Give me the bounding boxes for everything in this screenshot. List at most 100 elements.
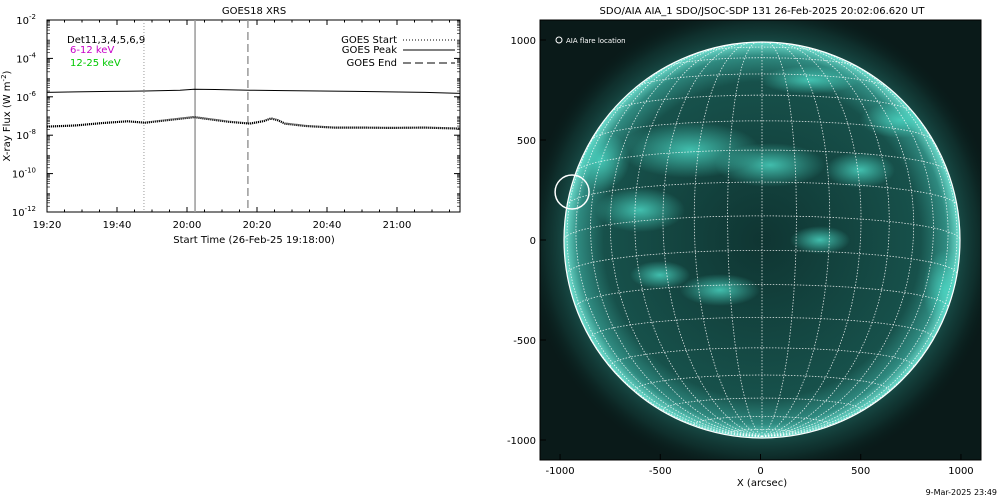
aia-x-axis-label: X (arcsec) — [737, 478, 787, 489]
aia-y-tick-label: -1000 — [507, 436, 536, 447]
x-tick-label: 19:20 — [33, 220, 62, 231]
goes-channel-6-12-label: 6-12 keV — [70, 45, 114, 56]
longitude-line — [761, 43, 890, 437]
goes-y-axis-label-text: X-ray Flux (W m — [2, 81, 13, 161]
longitude-line — [761, 51, 949, 437]
aia-x-tick-label: -500 — [649, 466, 672, 477]
x-tick-label: 20:00 — [173, 220, 202, 231]
goes-long-channel-line — [47, 88, 460, 94]
x-tick-label: 20:40 — [313, 220, 342, 231]
legend-goes-peak-label: GOES Peak — [342, 45, 397, 56]
longitude-line — [761, 42, 797, 437]
y-tick-base: 10 — [16, 16, 29, 27]
active-region — [715, 143, 825, 187]
y-tick-exp: -4 — [29, 51, 37, 59]
longitude-line — [761, 44, 915, 437]
longitude-line — [693, 42, 763, 437]
longitude-line — [662, 42, 763, 437]
goes-x-axis-label: Start Time (26-Feb-25 19:18:00) — [173, 235, 335, 246]
y-tick-base: 10 — [16, 131, 29, 142]
aia-x-ticks: -1000 -500 0 500 1000 — [546, 454, 974, 477]
x-tick-label: 19:40 — [103, 220, 132, 231]
longitude-line — [761, 42, 862, 437]
longitude-line — [566, 78, 763, 437]
y-tick-label: 10-6 — [16, 90, 36, 104]
active-region — [595, 188, 685, 232]
goes-xrs-panel: GOES18 XRS 19:20 19:40 20:00 20:20 20:40 21:0… — [0, 6, 461, 246]
flare-legend-marker — [555, 36, 563, 44]
latitude-line — [698, 46, 826, 53]
active-region — [790, 226, 850, 254]
goes-x-ticks: 19:20 19:40 20:00 20:20 20:40 21:00 — [33, 20, 450, 231]
longitude-line — [761, 46, 934, 437]
y-tick-label: 10-4 — [16, 51, 36, 65]
longitude-line — [590, 46, 763, 437]
goes-y-axis-label: X-ray Flux (W m-2) — [0, 70, 13, 161]
aia-image: AIA flare location — [540, 20, 981, 460]
y-tick-label: 10-2 — [16, 13, 36, 27]
solar-limb — [563, 41, 961, 439]
y-tick-base: 10 — [16, 54, 29, 65]
latitude-line — [575, 284, 949, 308]
aia-title: SDO/AIA AIA_1 SDO/JSOC-SDP 131 26-Feb-20… — [600, 6, 926, 17]
y-tick-label: 10-12 — [12, 205, 36, 219]
goes-y-axis-label-close: ) — [2, 70, 13, 74]
x-tick-label: 20:20 — [243, 220, 272, 231]
x-tick-label: 21:00 — [383, 220, 412, 231]
longitude-line — [761, 42, 831, 437]
legend-goes-end-label: GOES End — [347, 58, 397, 69]
legend-goes-start-label: GOES Start — [341, 35, 397, 46]
latitude-line — [575, 149, 949, 172]
y-tick-exp: -8 — [29, 128, 36, 136]
y-tick-base: 10 — [12, 208, 25, 219]
latitude-line — [662, 397, 862, 411]
y-tick-exp: -10 — [25, 167, 36, 175]
longitude-line — [634, 43, 763, 437]
aia-x-tick-label: 1000 — [948, 466, 973, 477]
goes-short-channel-line — [47, 115, 460, 130]
aia-y-tick-label: 1000 — [511, 36, 536, 47]
longitude-line — [609, 44, 763, 437]
aia-y-tick-label: 500 — [517, 136, 536, 147]
aia-x-tick-label: 500 — [851, 466, 870, 477]
active-region — [630, 261, 690, 289]
aia-y-tick-label: 0 — [530, 236, 536, 247]
y-tick-label: 10-8 — [16, 128, 36, 142]
latitude-line — [611, 94, 913, 112]
goes-plot-frame — [46, 19, 461, 213]
goes-series-group — [47, 88, 460, 130]
aia-y-ticks: 1000 500 0 -500 -1000 — [507, 36, 546, 447]
longitude-line — [575, 51, 763, 437]
y-tick-exp: -12 — [25, 205, 36, 213]
aia-y-tick-label: -500 — [513, 336, 536, 347]
goes-channel-12-25-label: 12-25 keV — [70, 58, 121, 69]
generated-timestamp: 9-Mar-2025 23:49 — [926, 488, 997, 497]
goes-event-markers — [143, 20, 249, 212]
longitude-line — [727, 42, 763, 437]
active-region — [825, 152, 895, 188]
y-tick-label: 10-10 — [12, 167, 36, 181]
latitude-line — [590, 120, 934, 141]
goes-title: GOES18 XRS — [222, 6, 286, 17]
active-region — [760, 66, 860, 94]
active-region — [680, 274, 760, 306]
longitude-line — [761, 78, 958, 437]
y-tick-base: 10 — [12, 170, 25, 181]
latitude-line — [566, 181, 958, 206]
y-tick-base: 10 — [16, 93, 29, 104]
aia-image-panel: SDO/AIA AIA_1 SDO/JSOC-SDP 131 26-Feb-20… — [507, 6, 982, 489]
latitude-line — [665, 57, 859, 68]
flare-location-circle — [554, 174, 590, 210]
y-tick-exp: -2 — [29, 13, 36, 21]
aia-x-tick-label: 0 — [757, 466, 763, 477]
goes-detectors-label: Det11,3,4,5,6,9 — [67, 35, 145, 46]
latitude-line — [636, 73, 888, 88]
aia-x-tick-label: -1000 — [546, 466, 575, 477]
y-tick-exp: -6 — [29, 90, 37, 98]
goes-y-axis-label-sup: -2 — [0, 74, 8, 81]
latitude-line — [564, 215, 960, 241]
flare-legend-label: AIA flare location — [566, 37, 626, 45]
goes-legend: GOES Start GOES Peak GOES End — [341, 35, 455, 69]
